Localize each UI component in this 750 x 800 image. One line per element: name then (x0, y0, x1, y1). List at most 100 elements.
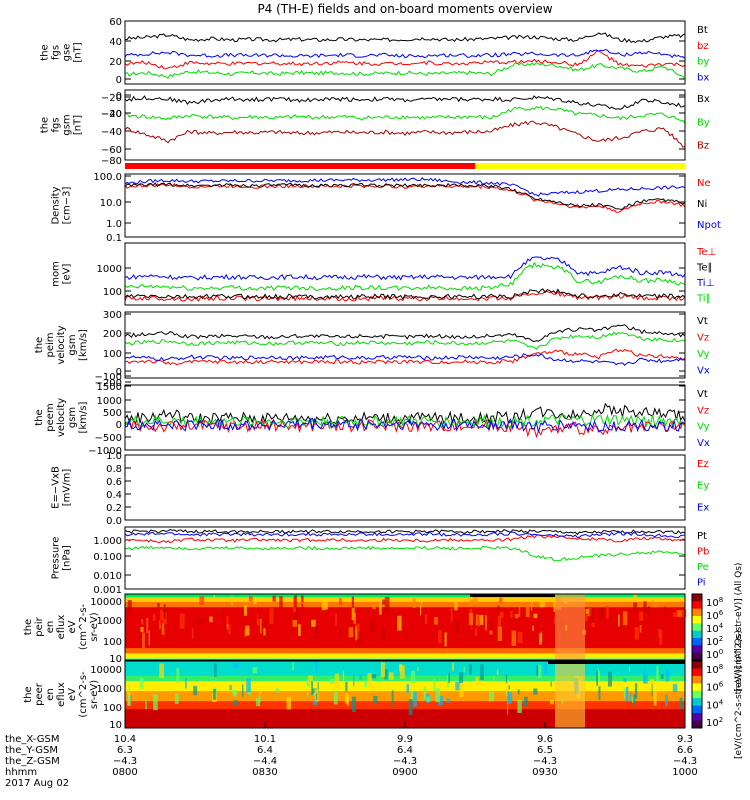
legend-entry: Ti⊥ (696, 278, 714, 289)
y-axis-label-line: gsm (67, 407, 78, 428)
series-line (125, 105, 685, 124)
y-axis-label-line: [nT] (73, 115, 84, 135)
y-tick-label: 1.000 (93, 536, 122, 547)
y-axis-label: E=−VxB [mV/m] (51, 466, 73, 509)
y-tick-label: 1.0 (106, 219, 122, 230)
plot-title: P4 (TH-E) fields and on-board moments ov… (257, 2, 552, 16)
y-axis-label-line: gsm (62, 114, 73, 135)
legend-entry: Bx (697, 94, 710, 105)
x-tick-label: 6.6 (677, 745, 693, 756)
y-tick-label: 0.4 (106, 490, 122, 501)
legend-entry: Ex (697, 502, 709, 513)
y-tick-label: 0.010 (93, 571, 122, 582)
y-tick-label: 100 (103, 703, 122, 714)
y-tick-label: 1000 (97, 616, 122, 627)
y-axis-label-line: peem (45, 403, 56, 431)
y-tick-label: 20 (109, 57, 122, 68)
y-tick-label: −20 (101, 109, 122, 120)
y-tick-label: −500 (95, 433, 122, 444)
y-axis-label-line: [km/s] (78, 401, 89, 433)
y-axis-label-line: velocity (56, 325, 67, 364)
x-axis-labels: the_X-GSM 10.4 10.1 9.9 9.6 9.3 the_Y-GSM 6.3 6.… (5, 734, 698, 789)
x-tick-label: 10.4 (114, 734, 136, 745)
y-tick-label: −1000 (88, 446, 122, 457)
y-axis-label: the fgs gse [nT] (40, 42, 84, 62)
y-tick-label: −40 (101, 127, 122, 138)
y-axis-label: the peim velocity gsm [km/s] (34, 325, 89, 364)
y-tick-label: 300 (103, 310, 122, 321)
series-line (125, 256, 685, 281)
y-tick-label: 0.6 (106, 477, 122, 488)
spectrogram (125, 661, 685, 729)
colorbar-tick-label: 100 (706, 648, 723, 661)
x-axis-row-label: the_Z-GSM (5, 756, 60, 767)
panel-frame (124, 89, 686, 161)
y-axis-label-line: (cm^2-s- (78, 671, 89, 718)
x-axis-row-label: hhmm (5, 767, 37, 778)
series-line (125, 353, 685, 367)
colorbar-tick-label: 106 (706, 609, 724, 622)
series-line (125, 529, 685, 536)
panel-3: Density [cm−3] 100.0 10.0 1.0 0.1 Ne Ni Npot (51, 172, 721, 244)
x-tick-label: 6.4 (257, 745, 273, 756)
x-tick-label: 1000 (672, 767, 697, 778)
y-axis-label-line: eflux (56, 615, 67, 640)
panel-frame (124, 20, 686, 85)
y-tick-label: 1.0 (106, 451, 122, 462)
panel-frame (124, 384, 686, 451)
series-line (125, 177, 685, 197)
colorbar-tick-label: 102 (706, 716, 723, 729)
panel-7: E=−VxB [mV/m] 1.0 0.8 0.6 0.4 0.2 0.0 Ez Ey Ex (51, 451, 710, 527)
y-tick-label: 1000 (97, 396, 122, 407)
y-axis-label-line: the (34, 337, 45, 353)
legend-entry: by (697, 57, 709, 68)
y-tick-label: 1000 (97, 684, 122, 695)
legend-entry: bx (697, 72, 709, 83)
legend-entry: Vz (697, 333, 709, 344)
y-axis-label-line: [nT] (73, 42, 84, 62)
y-axis-label-line: [eV] (62, 264, 73, 285)
colorbar-tick-label: 108 (706, 596, 723, 609)
legend-entry: Pt (697, 531, 707, 542)
legend-entry: bz (697, 41, 709, 52)
colorbar-tick-label: 108 (706, 663, 723, 676)
legend-entry: Npot (697, 220, 721, 231)
y-axis-label-line: eV (67, 620, 78, 633)
series-line (125, 182, 685, 210)
legend-entry: Ni (697, 199, 707, 210)
y-axis-label-line: Pressure (51, 537, 62, 580)
series-line (125, 95, 685, 110)
y-tick-label: −40 (101, 109, 122, 120)
y-tick-label: 1000 (97, 264, 122, 275)
y-axis-label-line: Density (51, 186, 62, 224)
legend-entry: Vx (697, 438, 710, 449)
y-axis-label: the peir en eflux eV (cm^2-s-sr-eV) (23, 603, 100, 650)
y-tick-label: 0.1 (106, 233, 122, 244)
y-tick-label: 100.0 (93, 172, 122, 183)
legend-entry: Te⊥ (696, 247, 716, 258)
series-line (125, 531, 685, 539)
x-axis-row-label: the_Y-GSM (5, 745, 58, 756)
x-tick-label: 10.1 (254, 734, 276, 745)
y-axis-label-line: en (45, 688, 56, 701)
y-tick-label: 100 (103, 349, 122, 360)
x-tick-label: −4.3 (673, 756, 697, 767)
x-tick-label: 6.3 (117, 745, 133, 756)
y-axis-label-line: fgs (51, 45, 62, 60)
legend-entry: Vy (697, 422, 710, 433)
legend-entry: Ne (697, 178, 711, 189)
y-tick-label: 0.2 (106, 503, 122, 514)
x-tick-label: −4.3 (113, 756, 137, 767)
x-tick-label: −4.3 (533, 756, 557, 767)
x-tick-label: 9.9 (397, 734, 413, 745)
legend-entry: Vz (697, 405, 709, 416)
y-tick-label: 0 (116, 420, 122, 431)
y-tick-label: 10 (109, 654, 122, 665)
date-label: 2017 Aug 02 (5, 778, 69, 789)
legend-entry: Ez (697, 459, 709, 470)
panel-frame (124, 173, 686, 238)
y-tick-label: 100 (103, 637, 122, 648)
